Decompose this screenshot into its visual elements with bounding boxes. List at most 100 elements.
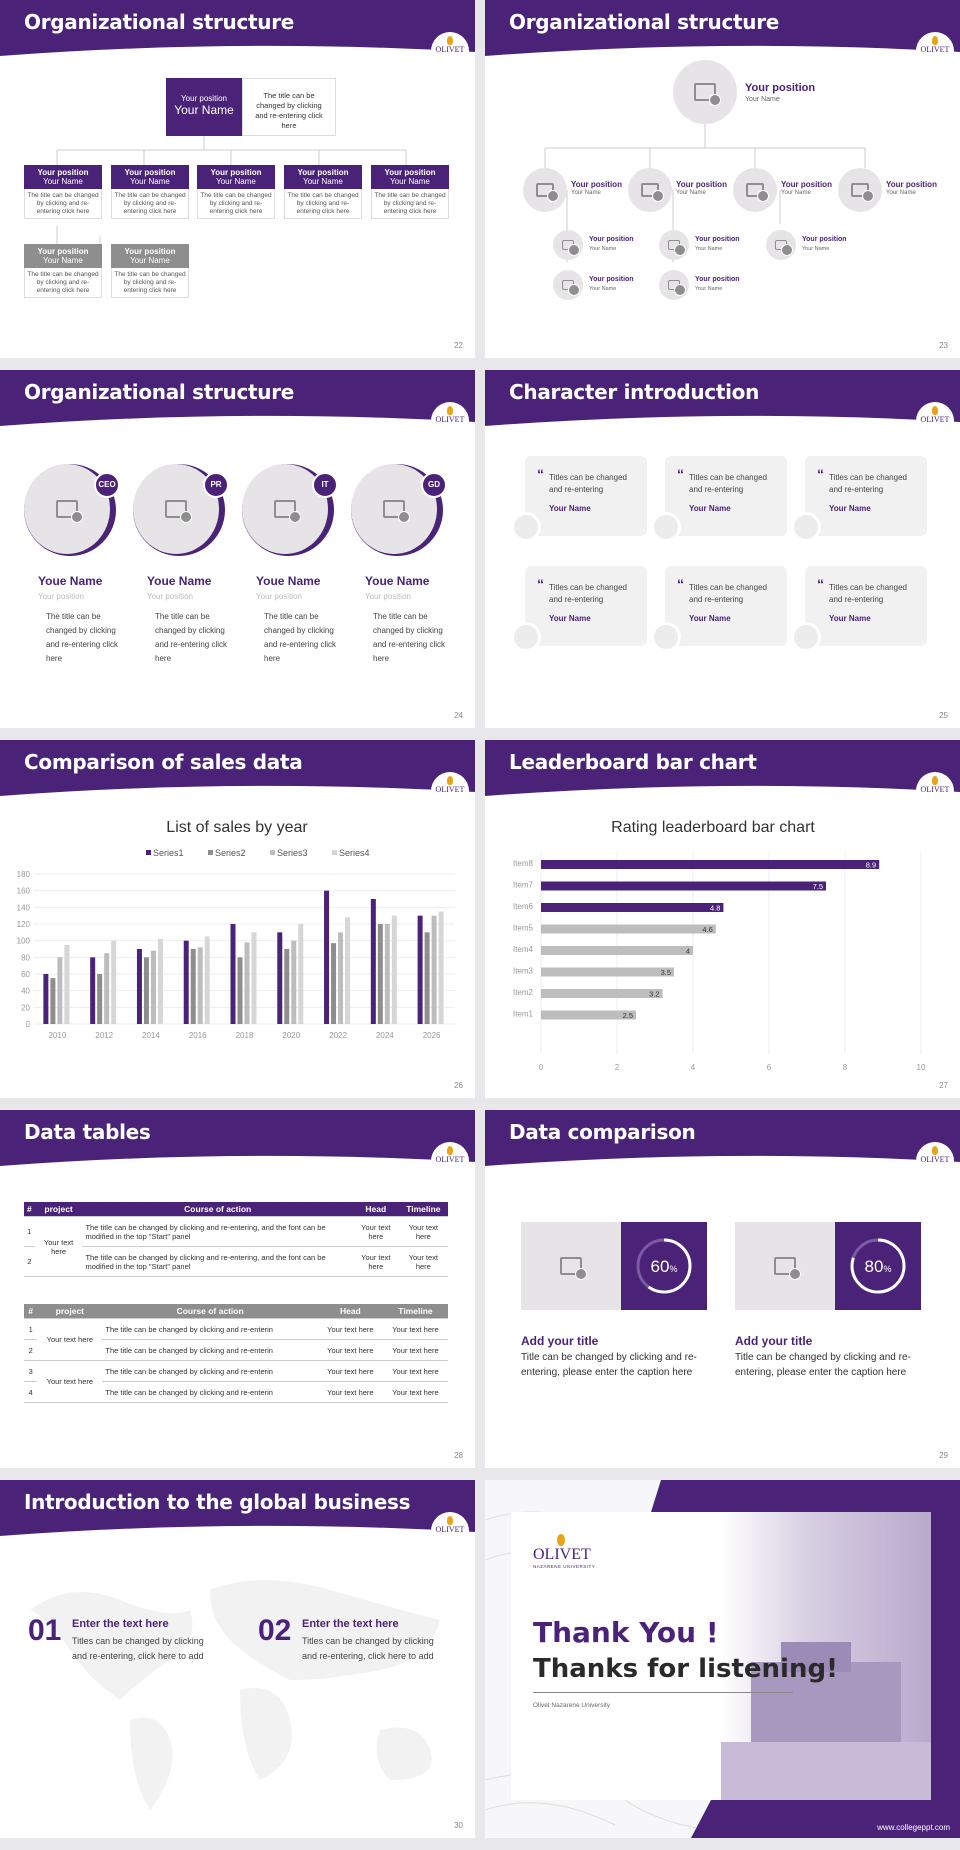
person-position: Your position — [147, 592, 193, 601]
card-text: Titles can be changed and re-entering — [829, 583, 907, 604]
node-position: Your position — [695, 236, 740, 243]
character-card[interactable]: “ Titles can be changed and re-entering Yo… — [791, 566, 927, 652]
character-card[interactable]: “ Titles can be changed and re-entering Yo… — [511, 566, 647, 652]
website-url[interactable]: www.collegeppt.com — [877, 1823, 950, 1832]
org-box-header: Your position Your Name — [111, 165, 189, 189]
node-name: Your Name — [676, 190, 706, 196]
person-desc: The title can be changed by clicking and… — [264, 612, 337, 663]
quote-icon: “ — [677, 466, 684, 482]
image-icon — [774, 1257, 801, 1280]
percent-panel: 60% — [621, 1222, 707, 1310]
character-card[interactable]: “ Titles can be changed and re-entering Yo… — [791, 456, 927, 542]
x-tick-label: 0 — [539, 1063, 544, 1072]
org-box-header: Your position Your Name — [284, 165, 362, 189]
bar — [345, 917, 351, 1024]
image-placeholder[interactable] — [521, 1222, 621, 1310]
image-icon — [274, 500, 301, 523]
org-box-header: Your position Your Name — [371, 165, 449, 189]
olivet-logo: OLIVET — [431, 772, 469, 810]
data-label: 4.6 — [702, 925, 712, 934]
bar — [331, 943, 337, 1024]
page-number: 23 — [939, 341, 948, 350]
bar — [90, 957, 96, 1024]
org-box-header: Your position Your Name — [111, 244, 189, 268]
bar — [291, 940, 297, 1024]
bar — [438, 911, 444, 1024]
legend-label: Series4 — [339, 848, 370, 858]
leaderboard-bar-chart: Rating leaderboard bar chart 0 2 4 6 8 10 Item8… — [513, 819, 926, 1072]
image-placeholder[interactable] — [673, 60, 737, 124]
image-placeholder[interactable] — [659, 230, 689, 260]
node-position: Your position — [676, 180, 727, 189]
image-placeholder[interactable] — [766, 230, 796, 260]
y-tick-label: 140 — [17, 903, 31, 912]
thank-you-card: OLIVET NAZARENE UNIVERSITY Thank You ! T… — [511, 1512, 931, 1800]
org-box: Your position Your Name The title can be c… — [111, 244, 189, 298]
legend-label: Series3 — [277, 848, 308, 858]
item-desc: Titles can be changed by clicking and re… — [302, 1636, 434, 1661]
character-card[interactable]: “ Titles can be changed and re-entering Yo… — [651, 566, 787, 652]
y-tick-label: 160 — [17, 887, 31, 896]
card-name: Your Name — [549, 614, 591, 623]
slide-title: Organizational structure — [24, 10, 295, 34]
bar — [237, 957, 243, 1024]
org-box-header: Your position Your Name — [24, 165, 102, 189]
avatar-icon — [791, 512, 821, 542]
bar — [157, 939, 163, 1024]
x-tick-label: 2016 — [189, 1031, 207, 1040]
y-tick-label: 80 — [21, 953, 30, 962]
bar — [204, 936, 210, 1024]
bar — [97, 974, 103, 1024]
image-placeholder[interactable] — [733, 168, 777, 212]
image-placeholder[interactable] — [838, 168, 882, 212]
bar — [64, 944, 70, 1024]
bar — [50, 978, 56, 1024]
bar — [541, 989, 663, 998]
y-tick-label: 60 — [21, 970, 30, 979]
slide-title: Introduction to the global business — [24, 1490, 411, 1514]
image-placeholder[interactable] — [553, 230, 583, 260]
person-name: Youe Name — [256, 574, 321, 588]
data-label: 8.9 — [866, 861, 876, 870]
bar — [384, 924, 390, 1024]
role-badge: IT — [312, 472, 338, 498]
data-table-1: # project Course of action Head Timeline 1 Yo… — [24, 1202, 448, 1277]
card-name: Your Name — [689, 614, 731, 623]
character-card[interactable]: “ Titles can be changed and re-entering Yo… — [511, 456, 647, 542]
quote-icon: “ — [537, 576, 544, 592]
bar — [43, 974, 49, 1024]
x-tick-label: 6 — [767, 1063, 772, 1072]
chart-title: Rating leaderboard bar chart — [611, 819, 815, 836]
page-number: 29 — [939, 1451, 948, 1460]
character-card[interactable]: “ Titles can be changed and re-entering Yo… — [651, 456, 787, 542]
olivet-logo: OLIVET — [916, 402, 954, 440]
olivet-logo: OLIVET NAZARENE UNIVERSITY — [533, 1534, 595, 1569]
thank-you-heading: Thank You ! — [533, 1616, 719, 1649]
x-tick-label: 2010 — [48, 1031, 66, 1040]
legend-swatch — [332, 850, 337, 855]
image-placeholder[interactable] — [553, 270, 583, 300]
bar — [104, 953, 110, 1024]
bar — [541, 946, 693, 955]
org-box: Your position Your Name The title can be c… — [111, 165, 189, 219]
y-tick-label: Item4 — [513, 945, 534, 954]
slide-28: Data tables OLIVET # project Course of act… — [0, 1110, 475, 1468]
x-tick-label: 2024 — [376, 1031, 394, 1040]
percent-panel: 80% — [835, 1222, 921, 1310]
image-placeholder[interactable] — [628, 168, 672, 212]
card-name: Your Name — [689, 504, 731, 513]
legend-swatch — [208, 850, 213, 855]
image-icon — [641, 183, 664, 202]
org-box-header: Your position Your Name — [24, 244, 102, 268]
world-map-background — [30, 1580, 440, 1810]
bar — [377, 924, 383, 1024]
image-placeholder[interactable] — [735, 1222, 835, 1310]
org-lines — [56, 136, 407, 246]
image-placeholder[interactable] — [659, 270, 689, 300]
item-number: 02 — [258, 1614, 292, 1647]
org-box-desc: The title can be changed by clicking and… — [197, 189, 275, 219]
image-placeholder[interactable] — [523, 168, 567, 212]
bar — [143, 957, 149, 1024]
image-icon — [536, 183, 559, 202]
card-text: Titles can be changed and re-entering — [549, 473, 627, 494]
